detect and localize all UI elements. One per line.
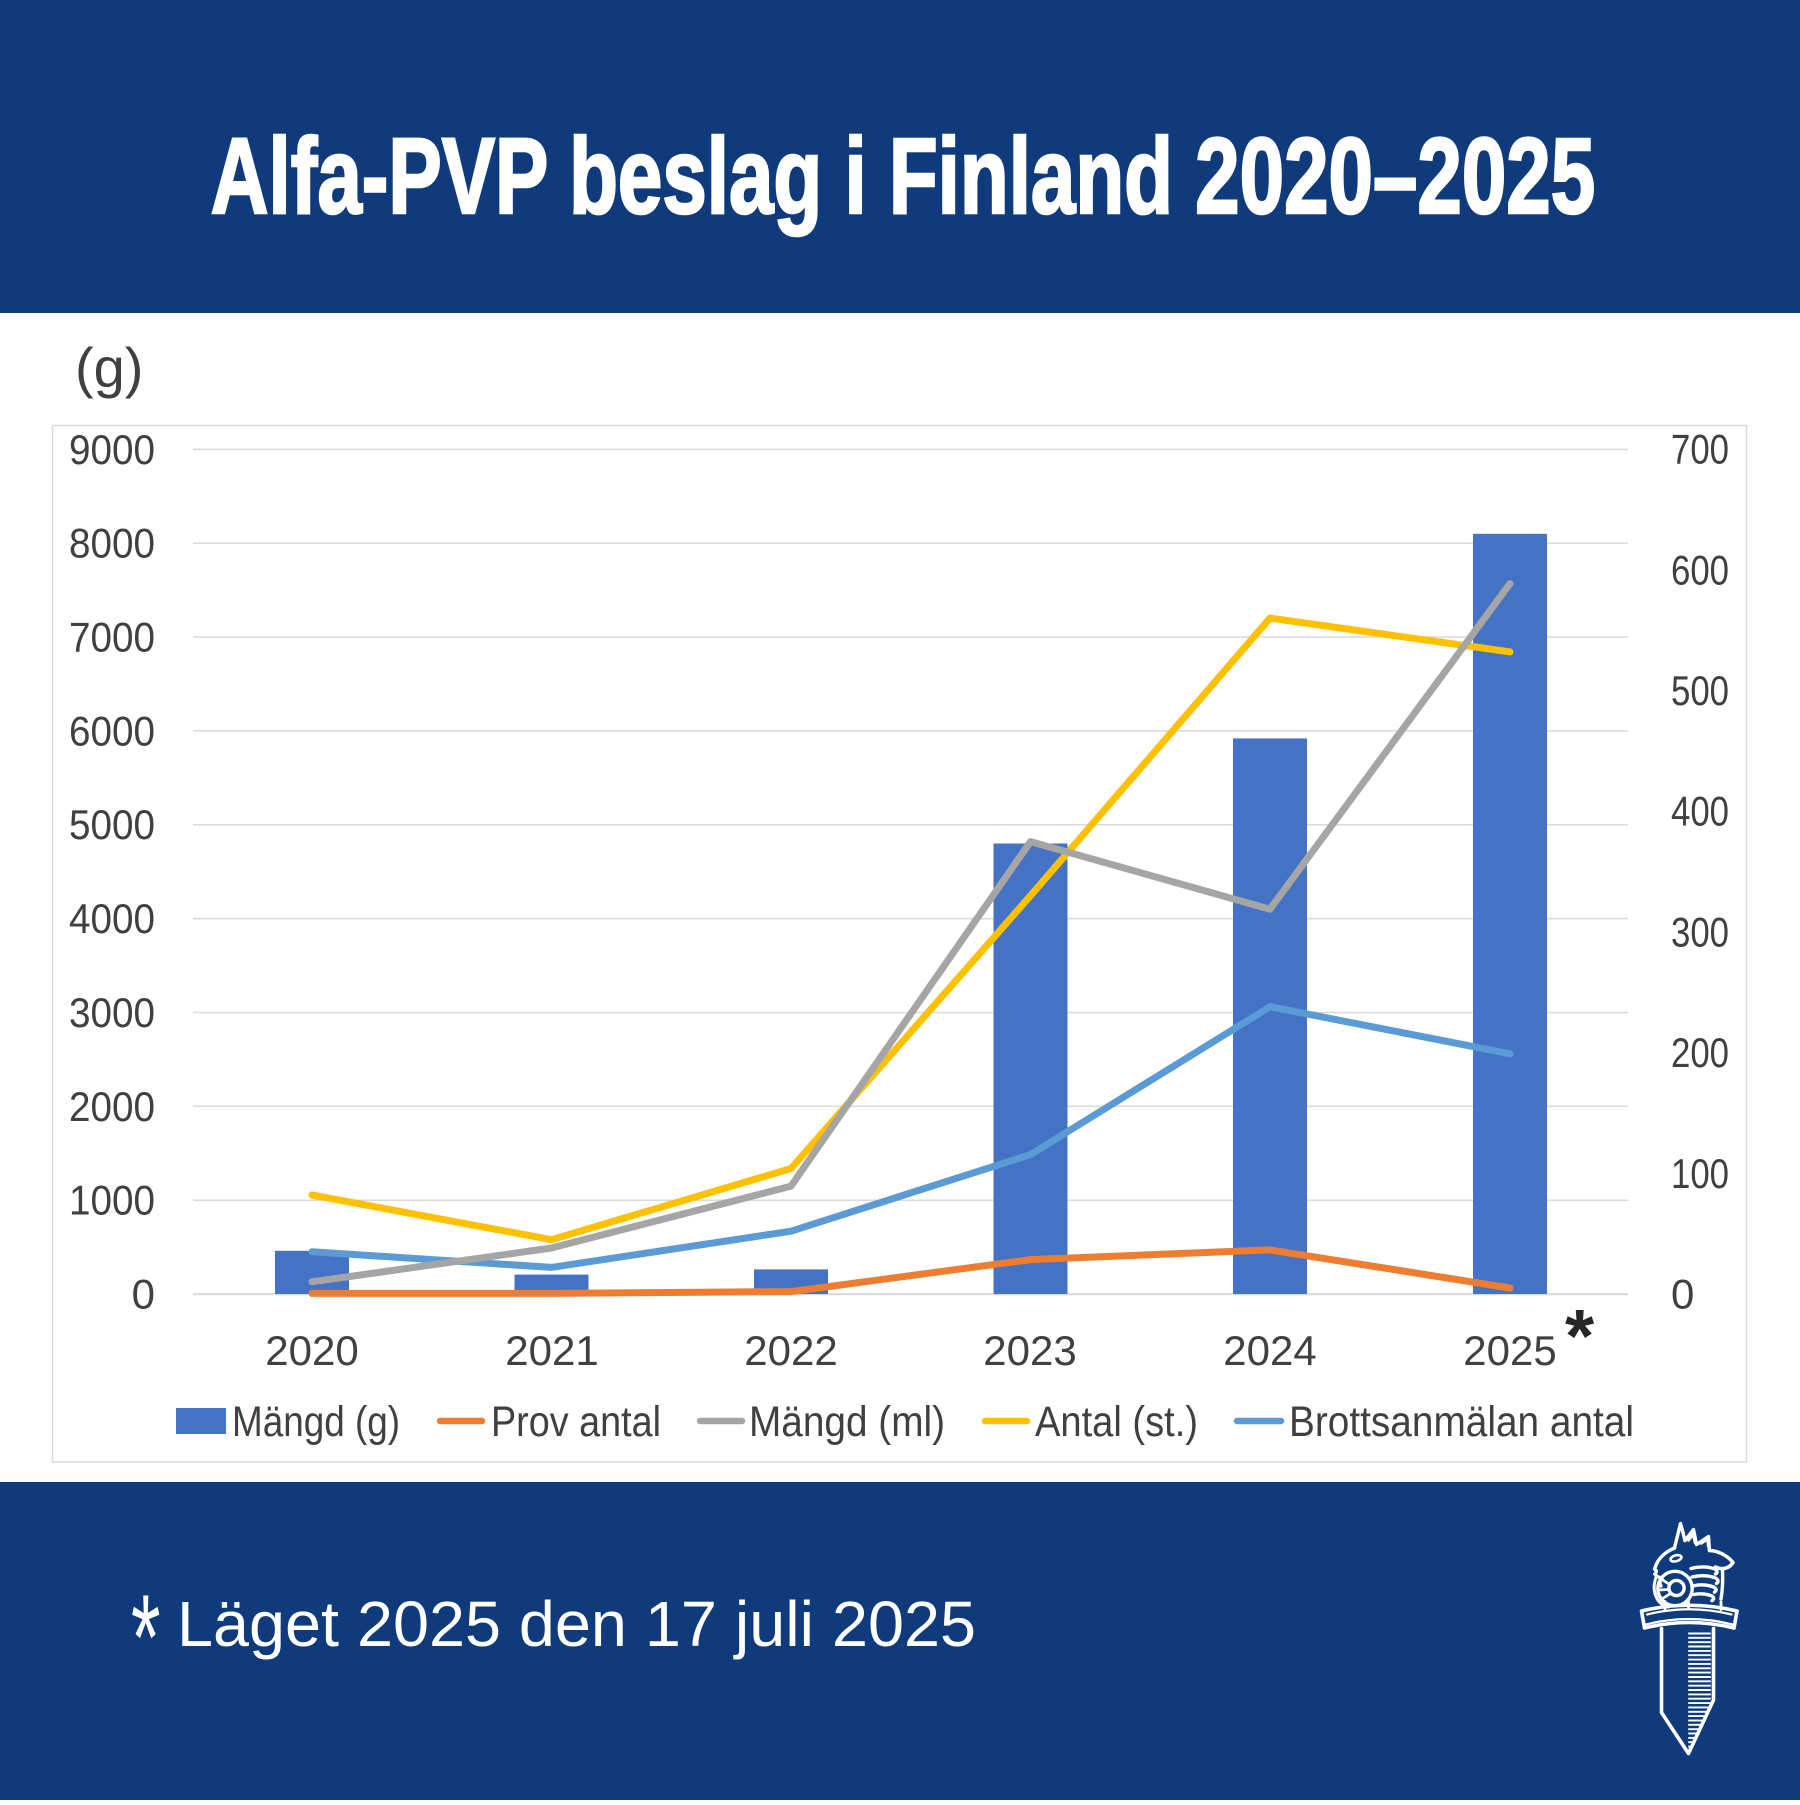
svg-text:Alfa-PVP beslag i Finland 2020: Alfa-PVP beslag i Finland 2020–2025: [211, 116, 1595, 237]
svg-text:0: 0: [132, 1271, 155, 1318]
svg-text:5000: 5000: [69, 801, 155, 848]
svg-text:8000: 8000: [69, 520, 155, 567]
svg-text:4000: 4000: [69, 895, 155, 942]
svg-text:2024: 2024: [1223, 1327, 1316, 1374]
svg-text:400: 400: [1671, 788, 1729, 835]
svg-text:600: 600: [1671, 546, 1729, 593]
svg-text:700: 700: [1671, 426, 1729, 473]
svg-text:1000: 1000: [69, 1177, 155, 1224]
svg-text:200: 200: [1671, 1029, 1729, 1076]
svg-text:2000: 2000: [69, 1083, 155, 1130]
svg-text:300: 300: [1671, 908, 1729, 955]
svg-text:*: *: [1565, 1294, 1595, 1378]
svg-text:*: *: [131, 1568, 160, 1705]
svg-text:7000: 7000: [69, 614, 155, 661]
svg-text:2021: 2021: [505, 1327, 598, 1374]
svg-text:(g): (g): [75, 336, 143, 399]
svg-text:Prov antal: Prov antal: [491, 1398, 661, 1446]
svg-text:2023: 2023: [983, 1327, 1076, 1374]
svg-text:Antal (st.): Antal (st.): [1035, 1398, 1198, 1446]
svg-text:Brottsanmälan antal: Brottsanmälan antal: [1289, 1398, 1634, 1446]
svg-text:3000: 3000: [69, 989, 155, 1036]
svg-text:0: 0: [1671, 1271, 1694, 1318]
svg-text:2022: 2022: [744, 1327, 837, 1374]
svg-text:500: 500: [1671, 667, 1729, 714]
svg-text:9000: 9000: [69, 426, 155, 473]
svg-text:6000: 6000: [69, 707, 155, 754]
svg-text:Mängd (ml): Mängd (ml): [749, 1398, 945, 1446]
svg-text:Läget 2025 den 17 juli 2025: Läget 2025 den 17 juli 2025: [177, 1588, 976, 1660]
svg-text:100: 100: [1671, 1150, 1729, 1197]
svg-text:2025: 2025: [1463, 1327, 1556, 1374]
svg-text:Mängd (g): Mängd (g): [232, 1398, 400, 1446]
svg-text:2020: 2020: [265, 1327, 358, 1374]
